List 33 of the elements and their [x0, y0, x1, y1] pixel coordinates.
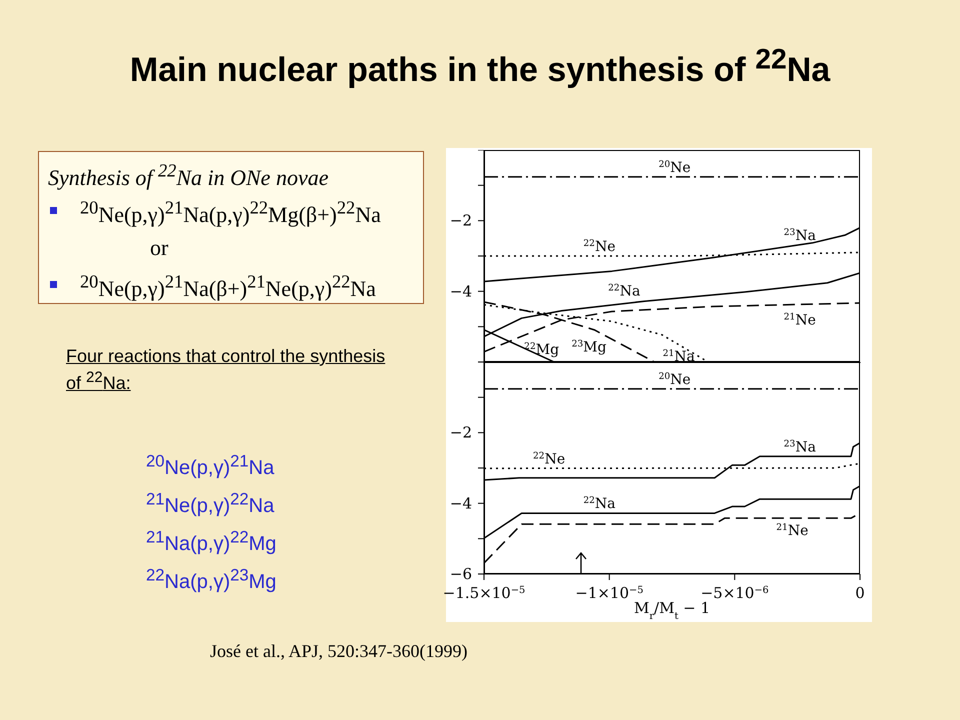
text: $^{22}$Na(p,γ)$^{23}$Mg [146, 565, 276, 593]
series-label: $^{23}$Na [784, 439, 816, 456]
text: or [150, 235, 168, 260]
y-tick-label: −4 [450, 494, 472, 512]
series-label: $^{22}$Na [608, 284, 640, 300]
x-tick-label: −1.5×10$^{−5}$ [442, 584, 526, 602]
series-label: $^{22}$Ne [532, 451, 566, 468]
y-tick-label: −6 [450, 565, 472, 583]
x-tick-label: 0 [855, 584, 865, 602]
text: Four reactions that control the synthesis of $^{22}$Na: [66, 346, 386, 394]
y-tick-label: −4 [450, 282, 472, 300]
y-tick-label: −2 [450, 212, 472, 230]
text: $^{21}$Na(p,γ)$^{22}$Mg [146, 527, 276, 555]
series-label: $^{23}$Mg [572, 339, 607, 356]
y-tick-label: −2 [450, 424, 472, 442]
series-label: $^{20}$Ne [658, 160, 691, 176]
series-label: $^{20}$Ne [658, 372, 691, 388]
x-tick-label: −1×10$^{−5}$ [575, 584, 644, 602]
series-label: $^{23}$Na [784, 228, 816, 244]
series-label: $^{22}$Ne [583, 239, 616, 255]
series-label: $^{21}$Ne [776, 523, 808, 540]
x-axis-title: M$_{r}$/M$_{t}$ − 1 [634, 599, 710, 622]
text: Synthesis of $^{22}$Na in ONe novae [48, 161, 328, 190]
text: Main nuclear paths in the synthesis of $^{22}$Na [130, 44, 830, 90]
text: $^{20}$Ne(p,γ)$^{21}$Na(β+)$^{21}$Ne(p,γ)$^{22}$Na [80, 272, 376, 302]
series-label: $^{22}$Na [583, 496, 616, 512]
text: $^{21}$Ne(p,γ)$^{22}$Na [146, 489, 274, 517]
text: José et al., APJ, 520:347-360(1999) [210, 641, 468, 661]
series-label: $^{21}$Na [662, 348, 695, 365]
x-tick-label: −5×10$^{−6}$ [700, 584, 769, 602]
text: $^{20}$Ne(p,γ)$^{21}$Na [146, 451, 274, 479]
text: $^{20}$Ne(p,γ)$^{21}$Na(p,γ)$^{22}$Mg(β+)$^{22}$Na [80, 198, 381, 228]
series-label: $^{21}$Ne [784, 312, 816, 328]
